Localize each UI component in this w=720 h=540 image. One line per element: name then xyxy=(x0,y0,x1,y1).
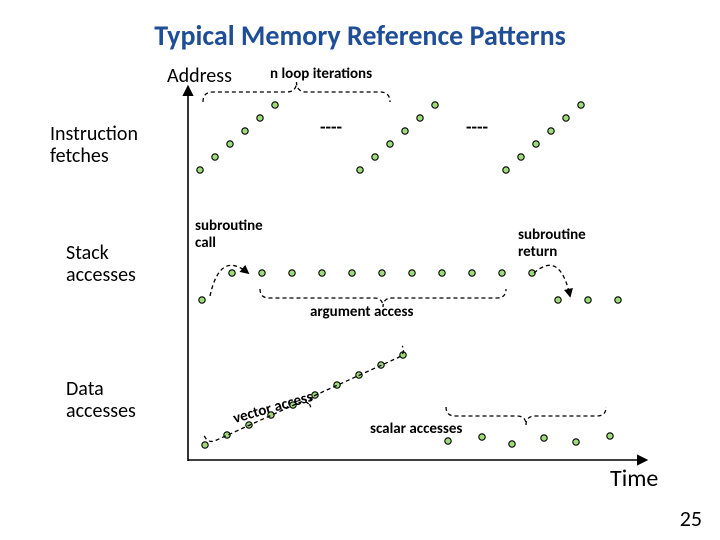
diagram-stage: Typical Memory Reference Patterns Instru… xyxy=(0,0,720,540)
plot-svg xyxy=(0,0,720,540)
page-number: 25 xyxy=(680,505,702,532)
